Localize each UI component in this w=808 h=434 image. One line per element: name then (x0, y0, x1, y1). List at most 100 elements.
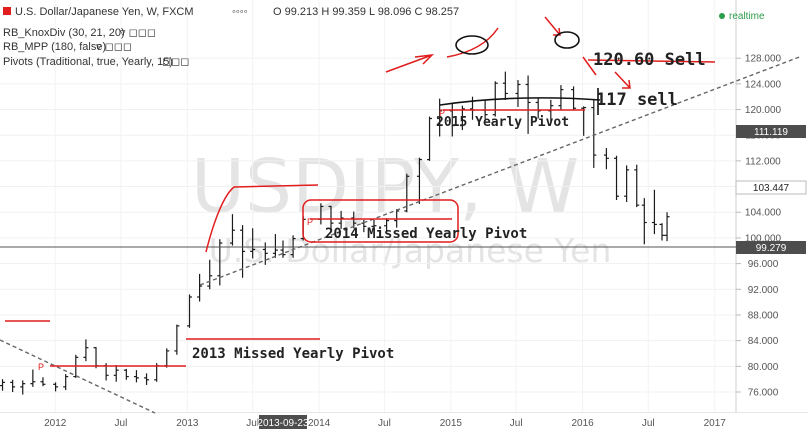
ohlc-bar (603, 148, 609, 170)
x-tick-label: 2015 (440, 418, 463, 429)
ohlc-bar (591, 99, 597, 168)
settings-dots-icon[interactable]: ◦◦◦◦ (232, 6, 248, 18)
ohlc-bar (404, 173, 410, 213)
sell-117-label: 117 sell (596, 90, 678, 110)
pivot-marker-2014: P (307, 217, 313, 227)
ohlc-bar (10, 379, 16, 392)
ohlc-bar (83, 339, 89, 362)
ohlc-bar (416, 157, 422, 204)
y-tick-label: 100.000 (745, 233, 782, 244)
price-label-99: 99.279 (736, 241, 806, 254)
y-tick-label: 96.000 (748, 259, 779, 270)
ohlc-bar (144, 373, 150, 385)
ohlc-bar (624, 165, 630, 202)
pivot-2015-label: 2015 Yearly Pivot (436, 115, 569, 130)
ohlc-bar (187, 294, 193, 328)
ohlc-bar (502, 71, 508, 100)
realtime-label: realtime (729, 11, 765, 22)
ohlc-bar (449, 103, 455, 137)
ohlc-bar (0, 379, 6, 391)
crosshair-date-label: 2013-09-23 (257, 418, 309, 429)
ohlc-bar (515, 79, 521, 107)
price-label-103-text: 103.447 (753, 183, 790, 194)
x-tick-label: 2014 (308, 418, 331, 429)
ohlc-bar (30, 369, 36, 387)
black-annotations (439, 31, 601, 115)
y-tick-label: 112.000 (745, 156, 781, 167)
pivot-marker-2015: P (439, 108, 445, 118)
grid (0, 0, 736, 413)
x-tick-label: Jul (115, 418, 128, 429)
ohlc-bar (651, 189, 657, 235)
arrow-down-3 (582, 56, 597, 76)
rally-outline-2013 (205, 184, 319, 253)
indicator-pivots[interactable]: Pivots (Traditional, true, Yearly, 15) (3, 56, 173, 68)
y-tick-label: 88.000 (748, 310, 779, 321)
y-tick-label: 92.000 (748, 285, 779, 296)
indicator-pivots-controls-icon[interactable]: ◻◻◻ (162, 56, 189, 68)
ohlc-bar (262, 242, 268, 265)
ohlc-readout: O 99.213 H 99.359 L 98.096 C 98.257 (273, 6, 459, 18)
consolidation-box-2014 (302, 199, 459, 243)
pivot-marker-2012: P (38, 362, 44, 372)
chart-title[interactable]: U.S. Dollar/Japanese Yen, W, FXCM (15, 6, 194, 18)
indicator-knoxdiv-controls-icon[interactable]: ▿ ◻◻◻ (120, 27, 156, 39)
peak-circle-2 (554, 31, 580, 49)
chart-header: U.S. Dollar/Japanese Yen, W, FXCM ◦◦◦◦ O… (3, 6, 765, 68)
price-label-111-text: 111.119 (754, 127, 788, 138)
price-label-99-text: 99.279 (756, 243, 787, 254)
x-tick-label: 2017 (704, 418, 727, 429)
ohlc-bar (113, 365, 119, 382)
y-tick-label: 80.000 (748, 362, 779, 373)
peak-circle-1 (455, 35, 489, 55)
ohlc-bar (371, 219, 377, 231)
indicator-mpp-controls-icon[interactable]: ▿ ◻◻◻ (96, 41, 132, 53)
arrow-down-1 (544, 16, 561, 36)
price-label-111: 111.119 (736, 125, 806, 138)
ohlc-bar (614, 155, 620, 201)
ohlc-bar (123, 368, 129, 380)
y-tick-label: 128.000 (745, 54, 782, 65)
x-tick-label: 2012 (44, 418, 67, 429)
sell-120-label: 120.60 Sell (593, 50, 706, 70)
ohlc-bar (664, 212, 670, 242)
ohlc-bar (437, 98, 443, 137)
ohlc-bar (384, 218, 390, 231)
ohlc-bar (427, 116, 433, 161)
y-tick-label: 76.000 (748, 388, 779, 399)
y-axis-ticks: 76.000 80.000 84.000 88.000 92.000 96.000 100.… (736, 54, 782, 399)
ohlc-bar (272, 234, 278, 258)
x-tick-label: 2016 (571, 418, 594, 429)
ohlc-bar (63, 374, 69, 391)
sell-line-120 (587, 59, 716, 63)
downtrend-line (0, 339, 156, 414)
x-tick-label: Jul (246, 418, 259, 429)
pivot-2014-label: 2014 Missed Yearly Pivot (325, 226, 527, 242)
ohlc-bar (174, 324, 180, 355)
x-tick-label: Jul (510, 418, 523, 429)
ohlc-bar (229, 214, 235, 246)
x-tick-label: 2013 (176, 418, 199, 429)
ohlc-bar (53, 382, 59, 392)
x-tick-label: Jul (642, 418, 655, 429)
ohlc-bar (351, 211, 357, 229)
indicator-knoxdiv[interactable]: RB_KnoxDiv (30, 21, 20) (3, 27, 125, 39)
ohlc-bar (659, 223, 665, 241)
arrow-up-1 (385, 54, 435, 73)
ohlc-bar (133, 370, 139, 383)
ohlc-bar (40, 377, 46, 387)
ohlc-bar (548, 99, 554, 122)
realtime-status-icon (719, 13, 725, 19)
ohlc-bar (525, 75, 531, 134)
x-tick-label: Jul (378, 418, 391, 429)
red-annotations (5, 16, 716, 367)
ohlc-bar (535, 97, 541, 119)
ohlc-bar (581, 106, 587, 136)
ohlc-bar (280, 240, 286, 258)
indicator-mpp[interactable]: RB_MPP (180, false) (3, 41, 106, 53)
ohlc-bar (634, 164, 640, 208)
pivot-2013-label: 2013 Missed Yearly Pivot (192, 346, 394, 362)
